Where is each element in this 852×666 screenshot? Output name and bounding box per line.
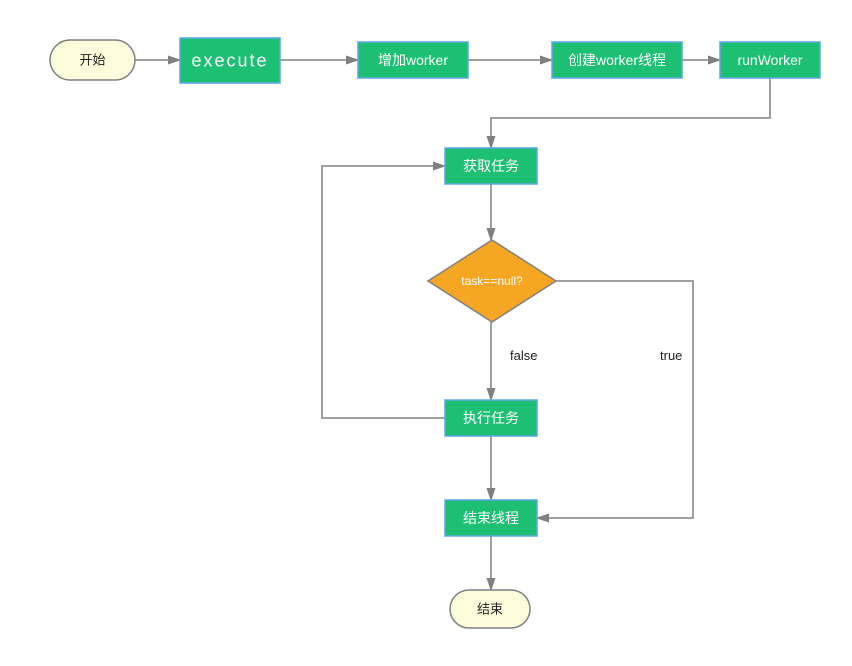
node-label-endThread: 结束线程	[463, 510, 519, 526]
node-end: 结束	[450, 590, 530, 628]
node-start: 开始	[50, 40, 135, 80]
node-label-runWorker: runWorker	[737, 52, 802, 68]
node-getTask: 获取任务	[445, 148, 537, 184]
edge-label-decision-execTask: false	[510, 348, 537, 363]
node-addWorker: 增加worker	[358, 42, 468, 78]
node-label-createThread: 创建worker线程	[568, 52, 666, 68]
node-execTask: 执行任务	[445, 400, 537, 436]
node-label-execute: execute	[191, 51, 268, 71]
edge-label-decision-endThread: true	[660, 348, 682, 363]
node-label-start: 开始	[79, 53, 105, 68]
node-label-addWorker: 增加worker	[378, 52, 448, 68]
node-decision: task==null?	[428, 240, 556, 322]
node-label-decision: task==null?	[461, 274, 523, 288]
flowchart-canvas: false true 开始 execute 增加worker 创建worker线程 runW…	[0, 0, 852, 666]
node-createThread: 创建worker线程	[552, 42, 682, 78]
node-label-execTask: 执行任务	[463, 410, 519, 426]
edge-runWorker-getTask	[491, 78, 770, 148]
node-label-end: 结束	[477, 602, 503, 617]
nodes-layer: 开始 execute 增加worker 创建worker线程 runWorker 获取任务…	[50, 38, 820, 628]
node-label-getTask: 获取任务	[463, 158, 519, 174]
node-runWorker: runWorker	[720, 42, 820, 78]
node-execute: execute	[180, 38, 280, 83]
node-endThread: 结束线程	[445, 500, 537, 536]
edge-decision-endThread	[537, 281, 693, 518]
edge-execTask-getTask	[322, 166, 445, 418]
